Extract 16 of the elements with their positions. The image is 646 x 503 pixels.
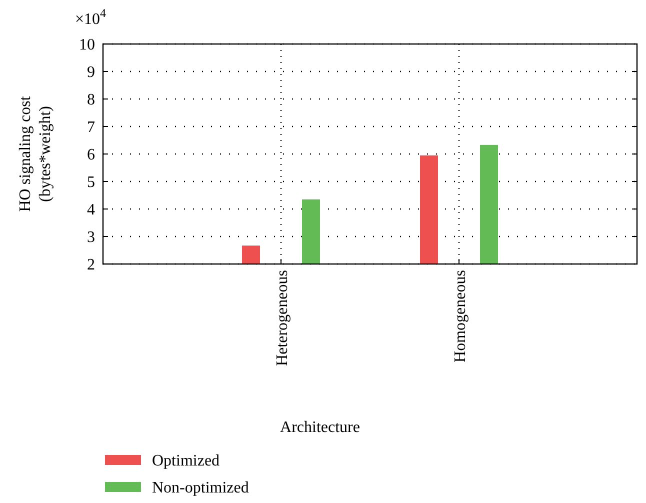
x-tick-label: Homogeneous (452, 270, 469, 362)
x-axis-title: Architecture (280, 419, 360, 436)
y-tick-label: 9 (87, 64, 95, 82)
legend-label: Non-optimized (152, 480, 249, 497)
y-tick-label: 7 (87, 119, 95, 136)
y-tick-label: 6 (87, 146, 95, 164)
y-tick-label: 2 (87, 256, 95, 274)
y-tick-label: 10 (79, 36, 95, 54)
y-tick-label: 8 (87, 92, 95, 109)
y-tick-label: 3 (87, 229, 95, 246)
y-tick-label: 4 (87, 202, 95, 219)
x-tick-label: Heterogeneous (274, 270, 291, 366)
text: ×10$^{4}$ (75, 6, 106, 28)
y-tick-label: 5 (87, 174, 95, 192)
legend-label: Optimized (152, 452, 220, 470)
y-axis-title: HO signaling cost (bytes*weight) (17, 96, 54, 212)
